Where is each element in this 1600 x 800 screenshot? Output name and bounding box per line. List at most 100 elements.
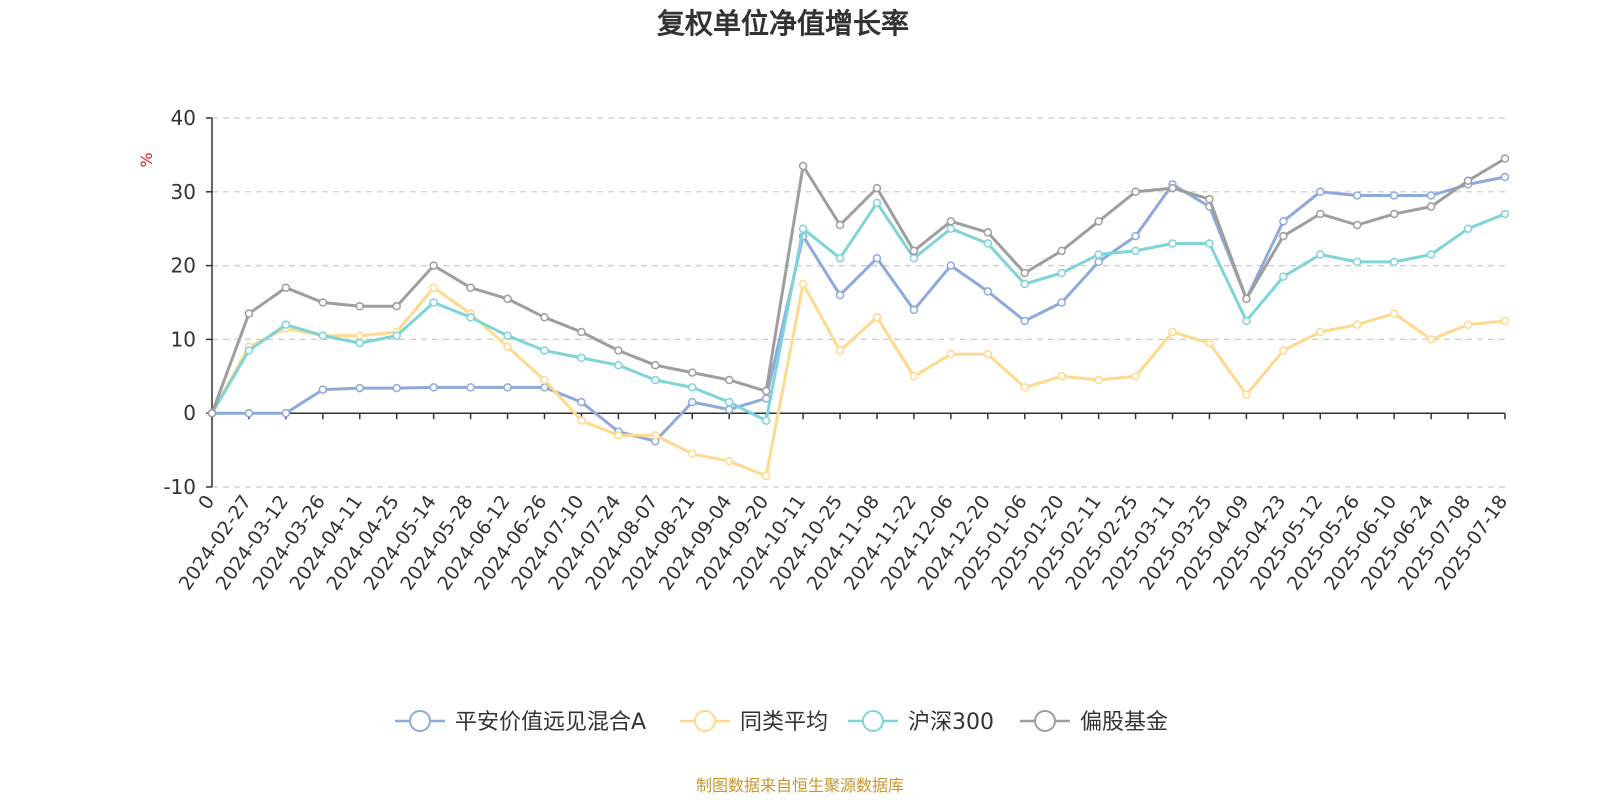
data-point	[1279, 217, 1288, 226]
data-point	[1316, 250, 1325, 259]
series-lines	[207, 154, 1510, 481]
data-point	[798, 279, 808, 289]
legend-marker	[409, 710, 431, 732]
data-point	[1205, 194, 1214, 204]
data-point	[946, 349, 956, 359]
data-point	[1352, 191, 1362, 200]
series-3	[207, 154, 1510, 418]
x-tick-label: 0	[194, 491, 219, 514]
data-point	[429, 298, 438, 307]
data-point	[429, 261, 438, 270]
data-point	[946, 217, 956, 226]
data-point	[983, 239, 993, 248]
data-point	[872, 313, 882, 322]
data-point	[1352, 257, 1362, 267]
y-tick-label: 0	[183, 401, 196, 425]
grid-lines	[212, 117, 1505, 488]
data-point	[1057, 268, 1066, 278]
data-point	[651, 431, 660, 440]
data-point	[1279, 346, 1288, 355]
data-point	[614, 431, 623, 440]
series-2	[207, 198, 1510, 425]
data-point	[1426, 202, 1436, 211]
data-point	[983, 287, 993, 296]
data-point	[466, 383, 475, 392]
data-point	[835, 346, 845, 355]
data-point	[872, 183, 882, 193]
series-line	[210, 157, 1507, 415]
data-point	[1168, 183, 1177, 193]
data-point	[318, 385, 328, 394]
data-point	[207, 408, 217, 418]
data-point	[688, 397, 697, 407]
data-point	[835, 220, 845, 230]
data-point	[761, 386, 771, 396]
series-1	[207, 279, 1510, 481]
data-point	[946, 224, 956, 233]
data-point	[1057, 246, 1066, 256]
source-note: 制图数据来自恒生聚源数据库	[696, 776, 904, 795]
series-line	[210, 201, 1507, 423]
data-point	[466, 283, 475, 292]
data-point	[1168, 327, 1177, 337]
data-point	[1131, 246, 1140, 256]
data-point	[1279, 272, 1288, 281]
legend-item[interactable]: 同类平均	[680, 710, 828, 735]
legend-item[interactable]: 平安价值远见混合A	[395, 710, 646, 735]
data-point	[983, 349, 993, 359]
data-point	[1020, 268, 1029, 278]
data-point	[540, 383, 549, 392]
data-point	[1205, 239, 1214, 248]
data-point	[1463, 224, 1473, 233]
data-point	[318, 331, 328, 340]
data-point	[1389, 309, 1399, 318]
data-point	[872, 198, 882, 208]
data-point	[244, 346, 254, 355]
legend-label: 同类平均	[740, 710, 828, 735]
data-point	[429, 283, 438, 292]
data-point	[503, 294, 512, 304]
legend-label: 沪深300	[908, 710, 994, 735]
data-point	[983, 228, 993, 237]
legend[interactable]: 平安价值远见混合A 同类平均 沪深300 偏股基金	[395, 710, 1168, 735]
data-point	[1389, 209, 1399, 219]
data-point	[1131, 231, 1140, 241]
data-point	[909, 372, 919, 381]
data-point	[577, 397, 586, 407]
data-point	[503, 383, 512, 392]
data-point	[1463, 320, 1473, 329]
data-point	[392, 383, 401, 393]
data-point	[724, 405, 734, 414]
data-point	[281, 320, 291, 329]
data-point	[503, 331, 512, 340]
data-point	[1389, 257, 1399, 267]
legend-label: 偏股基金	[1080, 710, 1168, 735]
data-point	[1057, 298, 1066, 307]
data-point	[1389, 191, 1399, 200]
legend-item[interactable]: 沪深300	[848, 710, 994, 735]
legend-label: 平安价值远见混合A	[455, 710, 646, 735]
data-point	[614, 346, 623, 355]
y-tick-label: 20	[171, 254, 196, 278]
data-point	[1020, 279, 1029, 289]
data-point	[1426, 335, 1436, 344]
data-point	[909, 246, 919, 256]
data-point	[392, 301, 401, 311]
data-point	[1131, 372, 1140, 381]
data-point	[540, 313, 549, 322]
data-point	[1316, 327, 1325, 337]
data-point	[503, 342, 512, 352]
data-point	[798, 161, 808, 171]
data-point	[1020, 316, 1029, 326]
series-line	[210, 282, 1507, 478]
data-point	[281, 408, 291, 418]
data-point	[244, 408, 254, 418]
data-point	[761, 416, 771, 425]
data-point	[1500, 316, 1510, 326]
legend-marker	[1034, 710, 1056, 732]
data-point	[1057, 372, 1066, 381]
data-point	[1094, 217, 1103, 226]
data-point	[835, 290, 845, 300]
legend-item[interactable]: 偏股基金	[1020, 710, 1168, 735]
